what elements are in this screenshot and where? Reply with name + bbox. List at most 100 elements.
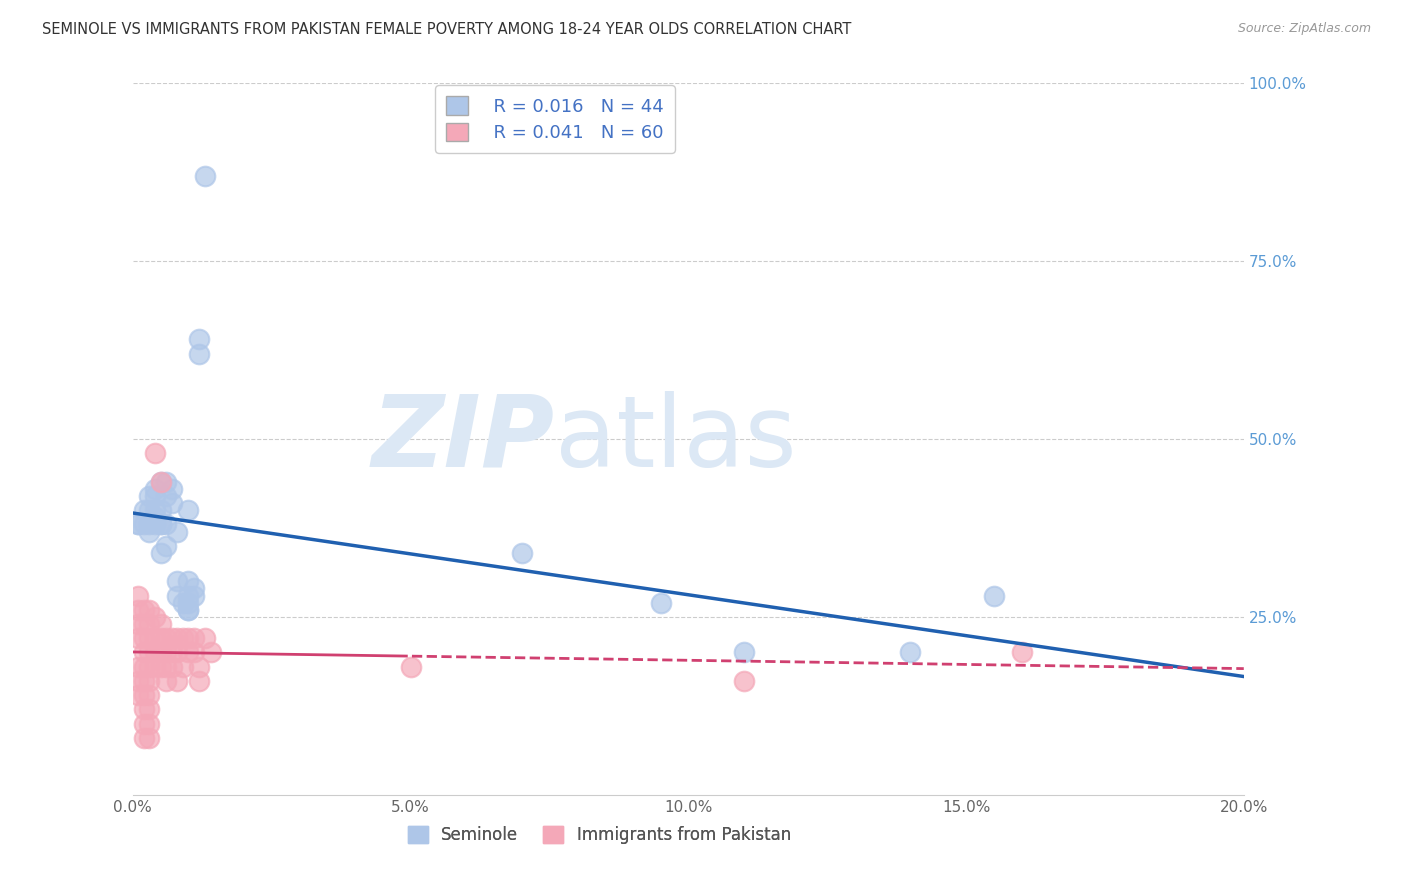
- Point: [650, 596, 672, 610]
- Point: [132, 631, 155, 645]
- Point: [160, 496, 183, 510]
- Point: [166, 645, 188, 659]
- Text: atlas: atlas: [555, 391, 797, 488]
- Point: [138, 702, 160, 716]
- Point: [138, 645, 160, 659]
- Point: [132, 503, 155, 517]
- Point: [143, 482, 166, 496]
- Point: [127, 603, 149, 617]
- Point: [188, 333, 211, 347]
- Point: [132, 645, 155, 659]
- Point: [127, 673, 149, 688]
- Point: [183, 645, 205, 659]
- Point: [143, 446, 166, 460]
- Point: [132, 617, 155, 632]
- Point: [138, 617, 160, 632]
- Point: [127, 688, 149, 702]
- Text: ZIP: ZIP: [373, 391, 555, 488]
- Point: [138, 524, 160, 539]
- Point: [183, 631, 205, 645]
- Point: [160, 645, 183, 659]
- Point: [138, 731, 160, 745]
- Point: [143, 510, 166, 524]
- Point: [127, 617, 149, 632]
- Point: [155, 631, 177, 645]
- Point: [172, 659, 194, 673]
- Point: [127, 589, 149, 603]
- Legend: Seminole, Immigrants from Pakistan: Seminole, Immigrants from Pakistan: [401, 819, 797, 850]
- Point: [143, 659, 166, 673]
- Point: [177, 603, 200, 617]
- Point: [149, 645, 172, 659]
- Point: [132, 731, 155, 745]
- Point: [900, 645, 922, 659]
- Point: [188, 673, 211, 688]
- Point: [127, 631, 149, 645]
- Point: [1011, 645, 1033, 659]
- Point: [155, 645, 177, 659]
- Point: [172, 631, 194, 645]
- Point: [177, 574, 200, 589]
- Point: [200, 645, 222, 659]
- Point: [183, 582, 205, 596]
- Point: [160, 659, 183, 673]
- Point: [132, 716, 155, 731]
- Point: [138, 489, 160, 503]
- Point: [166, 631, 188, 645]
- Point: [194, 169, 217, 183]
- Point: [149, 503, 172, 517]
- Point: [155, 539, 177, 553]
- Point: [155, 475, 177, 489]
- Point: [166, 574, 188, 589]
- Point: [166, 589, 188, 603]
- Point: [983, 589, 1005, 603]
- Point: [183, 589, 205, 603]
- Point: [138, 517, 160, 532]
- Point: [160, 631, 183, 645]
- Point: [149, 475, 172, 489]
- Point: [155, 659, 177, 673]
- Point: [177, 503, 200, 517]
- Point: [149, 475, 172, 489]
- Point: [127, 517, 149, 532]
- Point: [177, 603, 200, 617]
- Point: [188, 659, 211, 673]
- Point: [127, 517, 149, 532]
- Point: [177, 589, 200, 603]
- Point: [155, 517, 177, 532]
- Point: [160, 482, 183, 496]
- Point: [399, 659, 422, 673]
- Point: [172, 596, 194, 610]
- Point: [177, 631, 200, 645]
- Point: [138, 631, 160, 645]
- Point: [143, 631, 166, 645]
- Point: [132, 659, 155, 673]
- Point: [166, 524, 188, 539]
- Point: [149, 631, 172, 645]
- Point: [149, 517, 172, 532]
- Point: [143, 489, 166, 503]
- Point: [155, 673, 177, 688]
- Point: [138, 716, 160, 731]
- Point: [138, 659, 160, 673]
- Text: Source: ZipAtlas.com: Source: ZipAtlas.com: [1237, 22, 1371, 36]
- Point: [194, 631, 217, 645]
- Point: [138, 673, 160, 688]
- Point: [132, 688, 155, 702]
- Point: [138, 688, 160, 702]
- Point: [149, 617, 172, 632]
- Point: [188, 347, 211, 361]
- Point: [149, 517, 172, 532]
- Point: [510, 546, 533, 560]
- Point: [132, 673, 155, 688]
- Point: [733, 645, 755, 659]
- Point: [143, 645, 166, 659]
- Point: [149, 659, 172, 673]
- Point: [132, 702, 155, 716]
- Point: [138, 503, 160, 517]
- Point: [127, 659, 149, 673]
- Point: [177, 596, 200, 610]
- Text: SEMINOLE VS IMMIGRANTS FROM PAKISTAN FEMALE POVERTY AMONG 18-24 YEAR OLDS CORREL: SEMINOLE VS IMMIGRANTS FROM PAKISTAN FEM…: [42, 22, 852, 37]
- Point: [143, 610, 166, 624]
- Point: [132, 603, 155, 617]
